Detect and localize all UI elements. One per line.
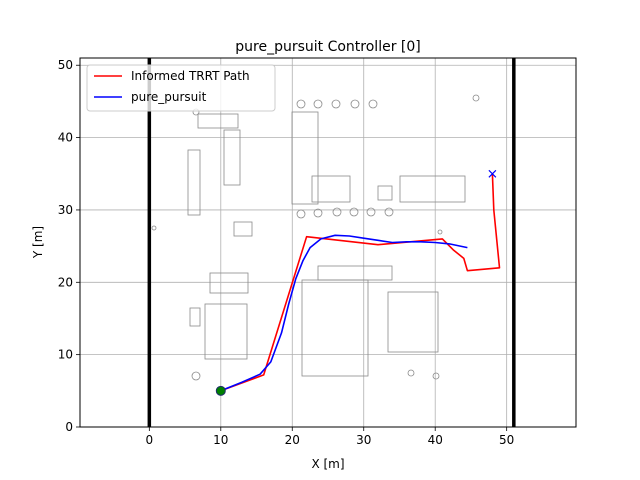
plot-frame <box>79 57 577 428</box>
series-line-pure-pursuit <box>220 234 468 392</box>
x-axis-label: X [m] <box>311 457 344 471</box>
y-tick-label: 20 <box>58 275 73 289</box>
y-tick-label: 0 <box>65 420 73 434</box>
building-outline <box>311 175 351 203</box>
tree-obstacle <box>407 369 415 377</box>
goal-marker <box>488 169 497 178</box>
building-outline <box>291 111 319 205</box>
legend-box <box>86 64 276 112</box>
map-boundaries <box>147 58 516 427</box>
building-outline <box>301 279 369 377</box>
plot-area: 0 10 20 30 40 50 0 10 20 30 40 50 <box>58 57 577 447</box>
markers <box>215 169 497 396</box>
y-tick-label: 10 <box>58 348 73 362</box>
plot-background <box>80 58 576 427</box>
tree-obstacle <box>432 372 440 380</box>
legend: Informed TRRT Path pure_pursuit <box>86 64 276 112</box>
tree-obstacle <box>296 209 306 219</box>
building-outline <box>197 113 239 129</box>
legend-label-pure-pursuit: pure_pursuit <box>131 90 207 104</box>
building-outline <box>233 221 253 237</box>
series-line-informed-trrt-path <box>220 173 501 392</box>
x-tick-label: 20 <box>285 433 300 447</box>
tree-obstacle <box>313 99 323 109</box>
tree-obstacle <box>366 207 376 217</box>
tree-obstacle <box>384 207 394 217</box>
building-outline <box>209 272 249 294</box>
axis-ticks: 0 10 20 30 40 50 0 10 20 30 40 50 <box>58 58 515 447</box>
building-outline <box>377 185 393 201</box>
map-obstacles <box>151 94 480 381</box>
tree-obstacle <box>472 94 480 102</box>
building-outline <box>387 291 439 353</box>
building-outline <box>399 175 466 203</box>
x-tick-label: 0 <box>146 433 154 447</box>
building-outline <box>204 303 248 360</box>
tree-obstacle <box>368 99 378 109</box>
start-marker <box>215 385 226 396</box>
tree-obstacle <box>350 99 360 109</box>
x-tick-label: 50 <box>499 433 514 447</box>
tree-obstacle <box>437 229 443 235</box>
y-tick-label: 30 <box>58 203 73 217</box>
chart-title: pure_pursuit Controller [0] <box>235 39 420 55</box>
x-tick-label: 10 <box>213 433 228 447</box>
tree-obstacle <box>332 207 342 217</box>
y-tick-label: 50 <box>58 58 73 72</box>
building-outline <box>223 129 241 186</box>
x-tick-label: 30 <box>356 433 371 447</box>
legend-label-informed-trrt-path: Informed TRRT Path <box>131 69 250 83</box>
tree-obstacle <box>191 371 201 381</box>
tree-obstacle <box>313 208 323 218</box>
tree-obstacle <box>331 99 341 109</box>
y-axis-label: Y [m] <box>31 226 45 259</box>
y-tick-label: 40 <box>58 131 73 145</box>
building-outline <box>189 307 201 327</box>
tree-obstacle <box>296 99 306 109</box>
tree-obstacle <box>151 225 157 231</box>
tree-obstacle <box>349 207 359 217</box>
building-outline <box>187 149 201 216</box>
series-lines <box>220 173 501 392</box>
x-tick-label: 40 <box>428 433 443 447</box>
